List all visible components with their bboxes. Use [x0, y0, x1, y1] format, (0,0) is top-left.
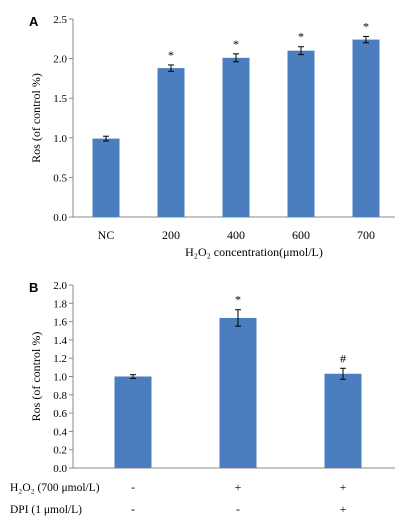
y-tick-label: 0.6	[53, 408, 67, 420]
bar	[352, 39, 380, 218]
y-axis-label: Ros (of control %)	[29, 332, 43, 422]
significance-mark: #	[340, 351, 346, 365]
bar	[157, 68, 185, 217]
bar	[324, 373, 362, 468]
y-tick-label: 1.8	[53, 298, 67, 310]
y-tick-label: 2.0	[53, 54, 67, 66]
significance-mark: *	[298, 30, 304, 44]
y-tick-label: 0.4	[53, 426, 67, 438]
y-tick-label: 2.5	[53, 14, 67, 26]
y-tick-label: 0.8	[53, 390, 67, 402]
panel-label: B	[29, 280, 38, 295]
treatment-row-label: H₂O₂ (700 μmol/L)	[10, 482, 100, 494]
x-tick-label: 600	[292, 228, 310, 242]
bar	[114, 376, 152, 468]
x-tick-label: 700	[357, 228, 375, 242]
y-tick-label: 2.0	[53, 280, 67, 292]
treatment-row-label: DPI (1 μmol/L)	[10, 504, 82, 516]
significance-mark: *	[363, 19, 369, 33]
y-tick-label: 0.0	[53, 463, 67, 475]
treatment-mark: -	[236, 502, 240, 516]
significance-mark: *	[168, 48, 174, 62]
treatment-mark: +	[340, 502, 347, 516]
y-tick-label: 1.6	[53, 317, 67, 329]
y-tick-label: 1.0	[53, 133, 67, 145]
bar	[222, 57, 250, 217]
treatment-mark: +	[340, 480, 347, 494]
significance-mark: *	[233, 37, 239, 51]
y-tick-label: 1.2	[53, 353, 67, 365]
y-tick-label: 1.4	[53, 335, 67, 347]
panel-label: A	[29, 14, 39, 29]
x-tick-label: 200	[162, 228, 180, 242]
y-axis-label: Ros (of control %)	[29, 73, 43, 163]
y-tick-label: 0.0	[53, 212, 67, 224]
significance-mark: *	[235, 293, 241, 307]
treatment-mark: -	[131, 502, 135, 516]
treatment-mark: +	[235, 480, 242, 494]
y-tick-label: 1.5	[53, 93, 67, 105]
x-tick-label: 400	[227, 228, 245, 242]
x-axis-label: H₂O₂ concentration(μmol/L)	[185, 245, 323, 259]
y-tick-label: 0.2	[53, 445, 67, 457]
bar	[219, 317, 257, 468]
x-tick-label: NC	[98, 228, 115, 242]
treatment-mark: -	[131, 480, 135, 494]
y-tick-label: 1.0	[53, 372, 67, 384]
bar	[287, 50, 315, 218]
y-tick-label: 0.5	[53, 172, 67, 184]
bar	[92, 138, 120, 217]
